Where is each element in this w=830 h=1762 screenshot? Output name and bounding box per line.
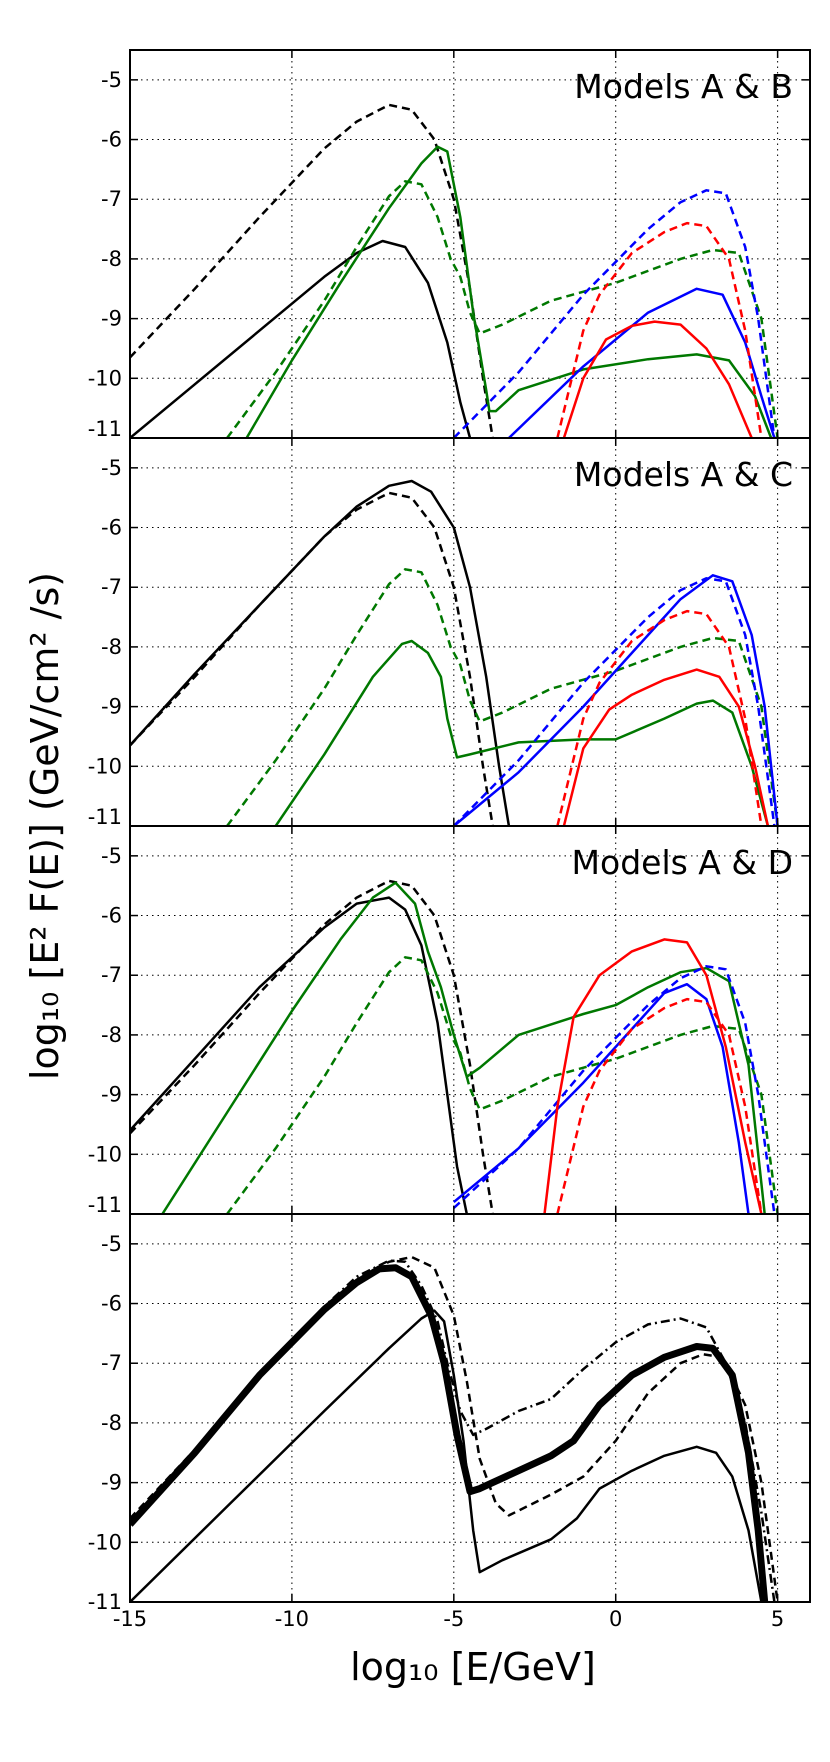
y-tick-label: -6 [101, 1292, 122, 1316]
y-tick-label: -11 [88, 1193, 122, 1217]
panel-models-a-d: -11 -10 -9 -8 -7 -6 -5 Models A & D [88, 825, 811, 1217]
x-tick-label: 5 [771, 1607, 784, 1631]
series-line-black-dashed [130, 879, 494, 1214]
y-tick-label: -5 [101, 456, 122, 480]
y-tick-label: -5 [101, 844, 122, 868]
y-tick-label: -9 [101, 307, 122, 331]
series-line-black-solid [130, 239, 472, 438]
y-tick-label: -8 [101, 635, 122, 659]
y-tick-label: -11 [88, 417, 122, 441]
panel-combined: -11 -10 -9 -8 -7 -6 -5 -15 -10 -5 0 5 [88, 1213, 811, 1631]
series-line-dash-dot [130, 1259, 776, 1602]
y-tick-label: -7 [101, 1351, 122, 1375]
series-line-thin-solid [130, 1309, 763, 1602]
y-tick-label: -7 [101, 575, 122, 599]
series-line-black-dashed [130, 103, 494, 438]
series-line-black-solid [130, 479, 511, 826]
series-line-red-solid [543, 938, 763, 1214]
series-line-green-dashed [226, 568, 779, 826]
series-line-dashed [130, 1255, 779, 1602]
series-line-red-solid [562, 320, 753, 438]
series-line-red-dashed [556, 997, 763, 1214]
y-tick-label: -5 [101, 1232, 122, 1256]
x-tick-label: -5 [443, 1607, 464, 1631]
series-line-blue-solid [453, 982, 750, 1214]
series-line-black-dashed [130, 491, 494, 826]
y-tick-label: -6 [101, 128, 122, 152]
plot-frame [129, 1213, 811, 1603]
panel-title: Models A & D [572, 843, 793, 882]
series-line-red-dashed [556, 609, 763, 826]
series-line-blue-dashed [452, 965, 776, 1214]
series-line-green-solid [245, 145, 773, 438]
panel-models-a-c: -11 -10 -9 -8 -7 -6 -5 Models A & C [88, 437, 811, 829]
series-line-black-solid [130, 896, 469, 1214]
x-tick-label: -15 [113, 1607, 147, 1631]
y-tick-label: -9 [101, 1471, 122, 1495]
y-tick-label: -9 [101, 695, 122, 719]
y-tick-label: -10 [88, 1142, 122, 1166]
panel-title: Models A & C [574, 455, 793, 494]
y-tick-label: -11 [88, 1590, 122, 1614]
series-line-blue-solid [453, 574, 779, 826]
y-tick-label: -11 [88, 805, 122, 829]
y-tick-label: -6 [101, 516, 122, 540]
series-line-blue-dashed [452, 577, 776, 826]
series-line-green-solid [161, 881, 766, 1214]
y-tick-label: -8 [101, 247, 122, 271]
panel-models-a-b: -11 -10 -9 -8 -7 -6 -5 Models A & B [88, 49, 811, 441]
y-tick-label: -8 [101, 1411, 122, 1435]
y-tick-label: -8 [101, 1023, 122, 1047]
y-tick-label: -6 [101, 904, 122, 928]
plot-frame [129, 437, 811, 827]
series-line-thick-solid [130, 1264, 769, 1602]
y-tick-label: -7 [101, 187, 122, 211]
series-line-green-solid [274, 639, 770, 826]
y-tick-label: -10 [88, 754, 122, 778]
plot-frame [129, 49, 811, 439]
y-tick-label: -9 [101, 1083, 122, 1107]
series-line-red-dashed [556, 221, 763, 438]
x-tick-label: -10 [275, 1607, 309, 1631]
panel-title: Models A & B [574, 67, 793, 106]
x-tick-label: 0 [609, 1607, 622, 1631]
series-line-green-dashed [226, 956, 779, 1214]
y-tick-label: -7 [101, 963, 122, 987]
y-tick-label: -10 [88, 1530, 122, 1554]
y-tick-label: -10 [88, 366, 122, 390]
series-line-blue-solid [508, 287, 776, 438]
series-line-blue-dashed [452, 189, 776, 438]
x-axis-label: log₁₀ [E/GeV] [350, 1645, 596, 1689]
y-tick-label: -5 [101, 68, 122, 92]
y-axis-label: log₁₀ [E² F(E)] (GeV/cm² /s) [23, 572, 67, 1080]
plot-frame [129, 825, 811, 1215]
series-line-green-dashed [226, 180, 779, 438]
